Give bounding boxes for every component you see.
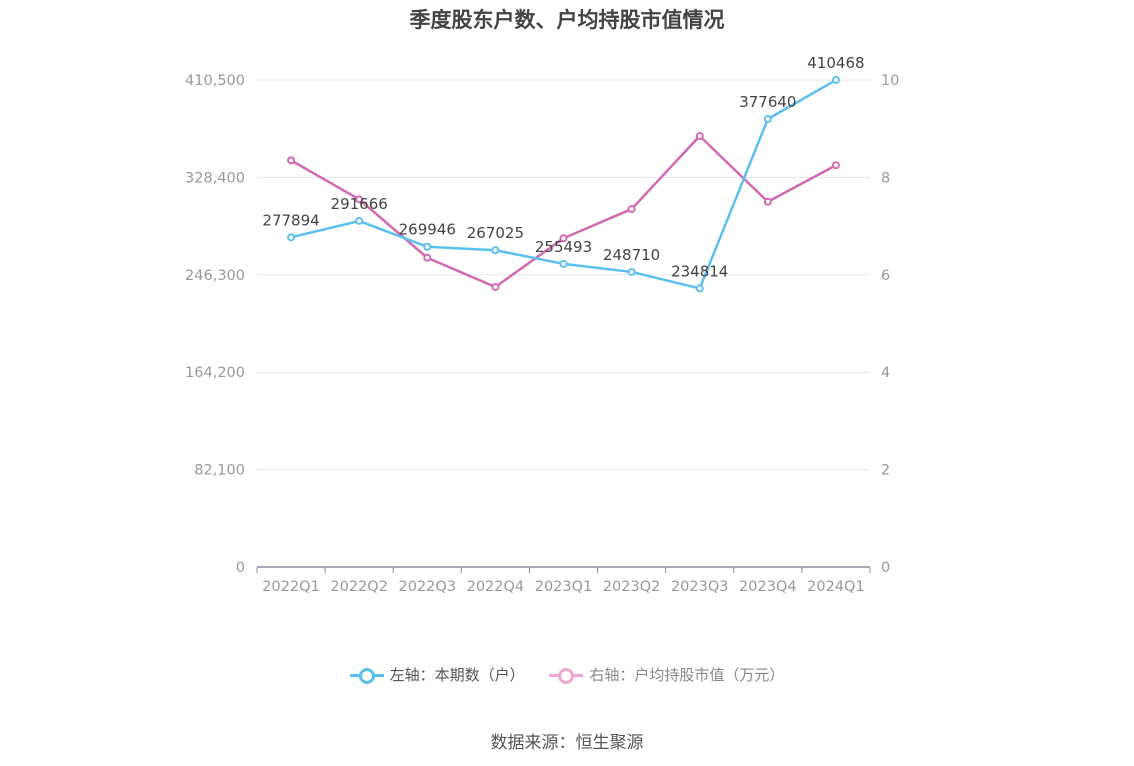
y-right-tick-label: 10 — [881, 73, 899, 89]
data-label: 277894 — [262, 211, 319, 229]
data-label: 234814 — [671, 262, 728, 280]
data-point — [763, 114, 772, 123]
chart-title: 季度股东户数、户均持股市值情况 — [409, 8, 725, 32]
series-layer — [287, 76, 840, 293]
data-point — [695, 284, 704, 293]
x-tick-label: 2022Q4 — [467, 579, 525, 595]
y-left-tick-label: 164,200 — [185, 365, 245, 381]
x-tick-label: 2022Q1 — [262, 579, 320, 595]
data-label: 291666 — [331, 195, 388, 213]
data-label: 410468 — [807, 54, 864, 72]
series-line — [290, 78, 837, 290]
source-note: 数据来源：恒生聚源 — [490, 733, 644, 753]
y-left-tick-label: 82,100 — [194, 463, 245, 479]
data-point — [287, 233, 296, 242]
data-point — [287, 156, 296, 165]
x-tick-label: 2022Q2 — [330, 579, 388, 595]
x-tick-label: 2023Q2 — [603, 579, 661, 595]
legend-label: 左轴：本期数（户） — [389, 666, 525, 684]
x-tick-label: 2022Q3 — [399, 579, 457, 595]
data-point — [831, 161, 840, 170]
data-point — [695, 132, 704, 141]
legend-item-avg-value[interactable]: 右轴：户均持股市值（万元） — [549, 664, 784, 685]
x-tick-label: 2024Q1 — [807, 579, 865, 595]
data-point — [355, 195, 364, 204]
axes: 0 82,100 164,200 246,300 328,400 410,500 0 2 4 6 8… — [185, 73, 899, 595]
y-right-tick-label: 4 — [881, 365, 890, 381]
y-left-tick-label: 246,300 — [185, 268, 245, 284]
y-left-tick-label: 328,400 — [185, 170, 245, 186]
data-point — [627, 267, 636, 276]
data-point — [491, 282, 500, 291]
data-labels: 277894 291666 269946 267025 255493 248710 2348… — [262, 54, 864, 280]
x-tick-label: 2023Q1 — [535, 579, 593, 595]
legend-swatch-pink-icon — [549, 667, 584, 684]
data-label: 377640 — [739, 93, 796, 111]
data-label: 267025 — [467, 224, 524, 242]
y-right-tick-label: 2 — [881, 463, 890, 479]
data-point — [423, 242, 432, 251]
data-point — [559, 259, 568, 268]
data-point — [355, 216, 364, 225]
grid-lines — [257, 79, 870, 471]
data-point — [763, 197, 772, 206]
x-tick-label: 2023Q4 — [739, 579, 797, 595]
y-right-tick-label: 8 — [881, 170, 890, 186]
data-point — [831, 76, 840, 85]
data-label: 248710 — [603, 246, 660, 264]
legend-swatch-blue-icon — [349, 667, 384, 684]
data-label: 269946 — [399, 221, 456, 239]
data-label: 255493 — [535, 238, 592, 256]
data-point — [491, 246, 500, 255]
y-left-tick-label: 410,500 — [185, 73, 245, 89]
y-left-tick-label: 0 — [236, 560, 245, 576]
data-point — [627, 205, 636, 214]
data-point — [423, 253, 432, 262]
y-right-tick-label: 0 — [881, 560, 890, 576]
data-point — [559, 234, 568, 243]
y-right-tick-label: 6 — [881, 268, 890, 284]
legend-label: 右轴：户均持股市值（万元） — [589, 666, 785, 684]
x-tick-label: 2023Q3 — [671, 579, 729, 595]
legend-item-households[interactable]: 左轴：本期数（户） — [349, 664, 525, 685]
legend: 左轴：本期数（户） 右轴：户均持股市值（万元） — [0, 664, 1134, 686]
